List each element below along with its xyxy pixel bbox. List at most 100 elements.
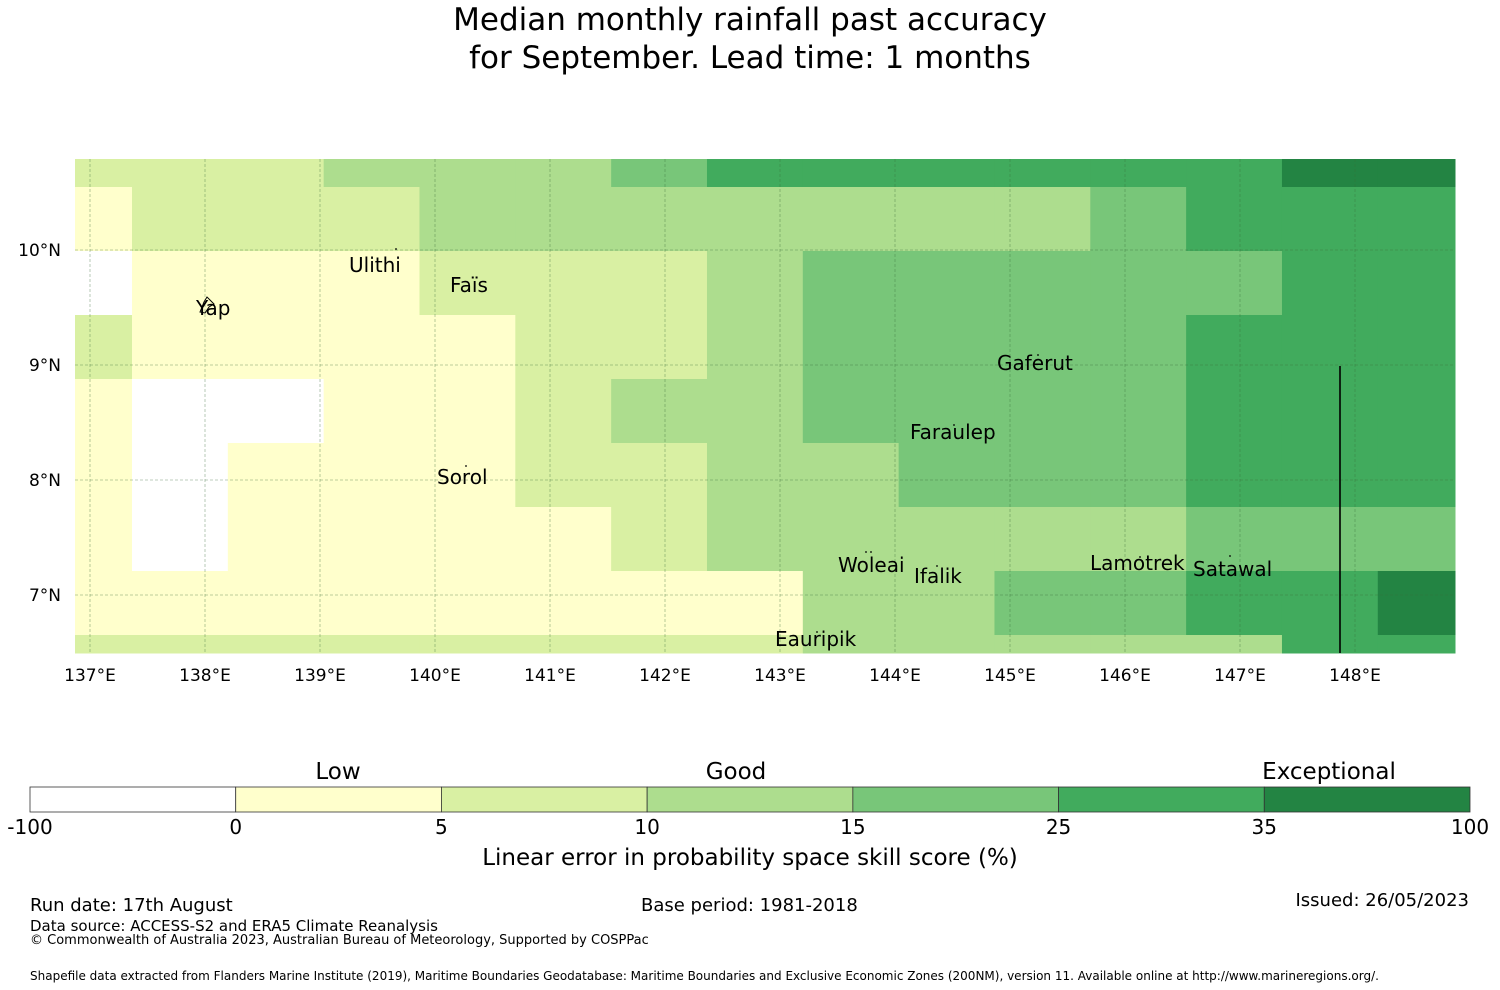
skill-cell (994, 251, 1091, 316)
lat-tick-label: 8°N (29, 471, 61, 491)
skill-cell (1281, 379, 1379, 444)
skill-cell (1090, 187, 1187, 252)
data-source: Data source: ACCESS-S2 and ERA5 Climate … (30, 917, 438, 935)
lat-tick-label: 10°N (18, 241, 61, 261)
skill-cell (994, 315, 1091, 380)
skill-cell (419, 315, 516, 380)
lon-tick-label: 146°E (1099, 666, 1151, 686)
skill-cell (227, 379, 325, 444)
skill-cell (1377, 159, 1456, 188)
skill-cell (1186, 187, 1283, 252)
graticule (75, 159, 1455, 653)
place-label: Faraulep (910, 420, 996, 444)
skill-cell (515, 635, 612, 654)
skill-cell (1090, 443, 1187, 508)
skill-cell (802, 571, 900, 636)
axis-ticks: 137°E 138°E 139°E 140°E 141°E 142°E 143°E 144°E… (18, 241, 1381, 686)
colorbar-tick-label: 100 (1450, 815, 1490, 839)
place-label: Gaferut (997, 351, 1073, 375)
lat-tick-label: 7°N (29, 586, 61, 606)
lon-tick-label: 144°E (869, 666, 921, 686)
skill-cell (1186, 379, 1283, 444)
colorbar (29, 786, 1471, 813)
skill-cell (1281, 159, 1379, 188)
skill-cell (132, 443, 229, 508)
gaferut-island-dot (1037, 354, 1039, 356)
skill-cell (1090, 315, 1187, 380)
colorbar-tick-label: -100 (7, 815, 53, 839)
skill-cell (611, 507, 708, 572)
ulithi-island-dot (395, 248, 397, 250)
lon-tick-label: 145°E (984, 666, 1036, 686)
skill-cell (611, 251, 708, 316)
skill-cell (515, 251, 612, 316)
skill-cell (1377, 507, 1456, 572)
shapefile-credit: Shapefile data extracted from Flanders M… (30, 969, 1379, 983)
skill-cell (227, 571, 325, 636)
colorbar-swatch (852, 786, 1059, 813)
skill-cell (75, 187, 133, 252)
skill-cell (419, 571, 516, 636)
issued-date: Issued: 26/05/2023 (1295, 890, 1469, 911)
skill-cell (227, 507, 325, 572)
copyright: © Commonwealth of Australia 2023, Austra… (30, 933, 649, 948)
skill-cell (706, 251, 804, 316)
skill-cell (994, 635, 1091, 654)
skill-cell (611, 159, 708, 188)
islands (199, 248, 1231, 633)
skill-cell (706, 187, 804, 252)
skill-cell (994, 379, 1091, 444)
skill-cell (132, 635, 229, 654)
skill-cell (706, 443, 804, 508)
skill-cell (515, 571, 612, 636)
skill-cell (515, 315, 612, 380)
skill-cell (323, 315, 420, 380)
lon-tick-label: 142°E (639, 666, 691, 686)
colorbar-tick-label: 0 (229, 815, 243, 839)
place-label: Ulithi (349, 253, 401, 277)
skill-cell (1377, 443, 1456, 508)
skill-cell (1377, 251, 1456, 316)
skill-cell (75, 379, 133, 444)
skill-cell (898, 635, 995, 654)
skill-cell (611, 379, 708, 444)
skill-cell (802, 159, 900, 188)
colorbar-tick-label: 5 (435, 815, 448, 839)
skill-cell (132, 187, 229, 252)
skill-cell (227, 315, 325, 380)
skill-cell (1281, 187, 1379, 252)
skill-cell (802, 315, 900, 380)
skill-cell (419, 251, 516, 316)
skill-cell (611, 187, 708, 252)
colorbar-swatch (29, 786, 237, 813)
skill-cell (75, 507, 133, 572)
skill-cell (323, 635, 420, 654)
skill-cell (75, 443, 133, 508)
skill-cell (1186, 571, 1283, 636)
skill-cell (802, 635, 900, 654)
skill-cell (994, 159, 1091, 188)
lon-tick-label: 148°E (1329, 666, 1381, 686)
skill-cell (1377, 379, 1456, 444)
skill-cell (1377, 571, 1456, 636)
skill-cell (227, 159, 325, 188)
colorbar-swatch (235, 786, 442, 813)
skill-cell (515, 507, 612, 572)
skill-cell (1377, 315, 1456, 380)
skill-cell (994, 571, 1091, 636)
colorbar-label: Linear error in probability space skill … (482, 845, 1018, 871)
skill-cell (706, 571, 804, 636)
skill-cell (898, 187, 995, 252)
run-date: Run date: 17th August (30, 895, 233, 916)
skill-cell (802, 507, 900, 572)
skill-cell (1377, 187, 1456, 252)
skill-cell (1186, 251, 1283, 316)
lon-tick-label: 147°E (1214, 666, 1266, 686)
skill-cell (898, 443, 995, 508)
skill-cell (75, 159, 133, 188)
place-label: Satawal (1193, 557, 1272, 581)
skill-cell (227, 635, 325, 654)
skill-cell (515, 187, 612, 252)
skill-cell (1090, 571, 1187, 636)
colorbar-tick-label: 35 (1251, 815, 1278, 839)
